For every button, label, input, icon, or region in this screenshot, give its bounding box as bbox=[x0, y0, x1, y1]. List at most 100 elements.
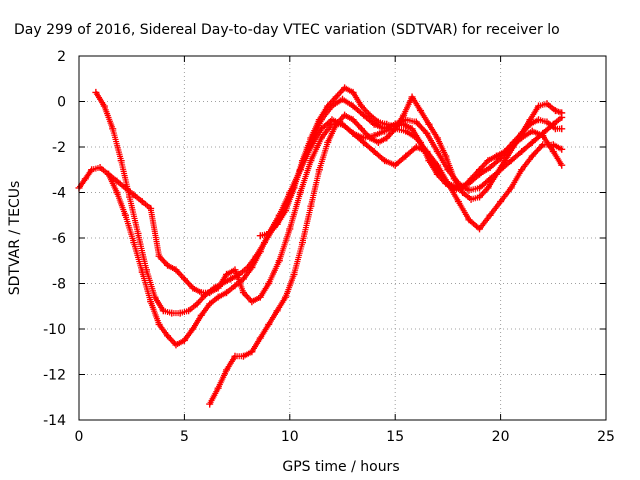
data-point bbox=[507, 157, 515, 165]
y-tick-label: -6 bbox=[52, 231, 66, 247]
data-point bbox=[450, 175, 458, 183]
data-point bbox=[357, 125, 365, 133]
data-point bbox=[366, 111, 374, 119]
data-point bbox=[518, 148, 526, 156]
data-point bbox=[370, 148, 378, 156]
data-point bbox=[256, 293, 264, 301]
data-point bbox=[492, 152, 500, 160]
series-5 bbox=[256, 84, 566, 240]
data-point bbox=[349, 116, 357, 124]
data-point bbox=[113, 177, 121, 185]
data-point bbox=[476, 184, 484, 192]
data-point bbox=[265, 229, 273, 237]
series-3 bbox=[105, 120, 566, 306]
y-tick-label: -10 bbox=[43, 322, 66, 338]
data-point bbox=[558, 161, 566, 169]
x-tick-label: 0 bbox=[75, 429, 84, 445]
data-point bbox=[492, 170, 500, 178]
grid-lines bbox=[79, 56, 606, 420]
data-point bbox=[467, 175, 475, 183]
data-point bbox=[558, 125, 566, 133]
data-point bbox=[185, 307, 193, 315]
data-point bbox=[558, 109, 566, 117]
data-point bbox=[374, 138, 382, 146]
x-axis-label: GPS time / hours bbox=[282, 459, 399, 475]
data-point bbox=[484, 184, 492, 192]
data-point bbox=[366, 134, 374, 142]
data-point bbox=[155, 252, 163, 260]
y-tick-label: -2 bbox=[52, 140, 66, 156]
data-point bbox=[189, 284, 197, 292]
data-point bbox=[360, 138, 368, 146]
data-point bbox=[248, 348, 256, 356]
data-point bbox=[543, 100, 551, 108]
data-point bbox=[341, 111, 349, 119]
data-point bbox=[189, 325, 197, 333]
data-point bbox=[543, 118, 551, 126]
data-point bbox=[244, 264, 252, 272]
data-point bbox=[528, 138, 536, 146]
data-point bbox=[486, 163, 494, 171]
data-point bbox=[408, 125, 416, 133]
y-axis-label: SDTVAR / TECUs bbox=[7, 181, 23, 296]
data-point bbox=[558, 145, 566, 153]
data-point bbox=[261, 239, 269, 247]
x-tick-labels: 0 5 10 15 20 25 bbox=[75, 429, 615, 445]
data-point bbox=[315, 116, 323, 124]
data-point bbox=[252, 252, 260, 260]
data-point bbox=[539, 129, 547, 137]
data-point bbox=[172, 266, 180, 274]
data-point bbox=[172, 341, 180, 349]
data-point bbox=[214, 284, 222, 292]
data-point bbox=[357, 102, 365, 110]
data-point bbox=[193, 300, 201, 308]
data-point bbox=[549, 148, 557, 156]
data-point bbox=[425, 157, 433, 165]
data-point bbox=[164, 261, 172, 269]
data-point bbox=[96, 163, 104, 171]
y-tick-label: -14 bbox=[43, 413, 66, 429]
data-point bbox=[501, 157, 509, 165]
data-point bbox=[484, 157, 492, 165]
axis-ticks bbox=[78, 55, 607, 421]
data-point bbox=[256, 334, 264, 342]
data-point bbox=[121, 184, 129, 192]
data-point bbox=[476, 225, 484, 233]
y-tick-labels: -14 -12 -10 -8 -6 -4 -2 0 2 bbox=[43, 49, 66, 429]
data-point bbox=[273, 307, 281, 315]
data-point bbox=[349, 88, 357, 96]
data-point bbox=[518, 166, 526, 174]
data-point bbox=[339, 120, 346, 128]
data-point bbox=[391, 161, 399, 169]
y-tick-label: -4 bbox=[52, 186, 66, 202]
data-point bbox=[465, 216, 473, 224]
data-point bbox=[206, 300, 214, 308]
data-point bbox=[239, 289, 247, 297]
data-point bbox=[383, 134, 391, 142]
data-point bbox=[408, 93, 416, 101]
data-point bbox=[549, 141, 557, 149]
data-point bbox=[223, 270, 231, 278]
data-point bbox=[214, 293, 222, 301]
x-tick-label: 20 bbox=[492, 429, 510, 445]
data-point bbox=[476, 193, 484, 201]
data-point bbox=[223, 289, 231, 297]
data-point bbox=[164, 332, 172, 340]
data-point bbox=[151, 293, 159, 301]
data-point bbox=[416, 107, 424, 115]
data-point bbox=[400, 120, 408, 128]
data-point bbox=[239, 352, 247, 360]
data-point bbox=[425, 120, 433, 128]
data-point bbox=[501, 148, 509, 156]
data-point bbox=[486, 211, 494, 219]
y-tick-label: 2 bbox=[57, 49, 66, 65]
data-points bbox=[75, 84, 566, 408]
data-point bbox=[332, 93, 340, 101]
data-point bbox=[197, 311, 205, 319]
data-point bbox=[231, 282, 239, 290]
data-point bbox=[130, 191, 138, 199]
data-point bbox=[402, 152, 410, 160]
data-point bbox=[433, 170, 441, 178]
data-point bbox=[518, 129, 526, 137]
